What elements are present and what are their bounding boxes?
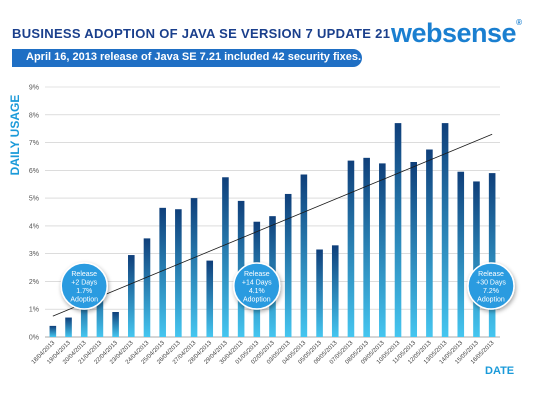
subtitle-banner: April 16, 2013 release of Java SE 7.21 i… (12, 49, 362, 67)
bar (379, 163, 386, 337)
bars (49, 123, 496, 337)
trendline-layer (52, 133, 493, 317)
y-tick-label: 4% (29, 223, 39, 230)
bar (175, 209, 182, 337)
websense-logo: websense® (391, 18, 522, 49)
chart-title: BUSINESS ADOPTION OF JAVA SE VERSION 7 U… (12, 26, 391, 41)
bar (284, 193, 292, 337)
bar (65, 317, 72, 337)
callout-text: Adoption (477, 296, 505, 303)
bar (143, 238, 151, 337)
y-axis-ticks: 0% 1% 2% 3% 4% 5% 6% 7% 8% 9% (29, 85, 39, 342)
bar (426, 149, 433, 337)
bar (159, 207, 166, 337)
callout-circle (233, 262, 281, 310)
y-tick-label: 9% (29, 85, 39, 92)
y-tick-label: 2% (29, 279, 39, 286)
logo-registered-mark: ® (516, 18, 522, 27)
bar (127, 255, 135, 337)
bar (473, 181, 480, 337)
callout-text: 7.2% (483, 288, 499, 295)
callout-text: Adoption (243, 296, 271, 303)
callout-circle (60, 262, 108, 310)
y-tick-label: 1% (29, 307, 39, 314)
bar (331, 245, 339, 337)
bar (49, 325, 57, 337)
bar (96, 275, 104, 337)
bar (190, 198, 198, 337)
bar (410, 162, 418, 337)
bar (80, 289, 88, 337)
bar (300, 174, 308, 337)
callout-circle (467, 262, 515, 310)
y-tick-label: 0% (29, 335, 39, 342)
bar (441, 123, 449, 337)
callout-text: Release (478, 271, 504, 278)
y-tick-label: 5% (29, 196, 39, 203)
callout-text: +2 Days (71, 279, 97, 286)
y-tick-label: 7% (29, 140, 39, 147)
x-axis-title: DATE (485, 365, 514, 377)
bar (316, 249, 323, 337)
bar (112, 312, 119, 337)
callout-text: Release (71, 271, 97, 278)
y-tick-label: 8% (29, 112, 39, 119)
y-axis-title: DAILY USAGE (8, 95, 22, 176)
y-tick-label: 6% (29, 168, 39, 175)
bar (347, 160, 355, 337)
trendline (52, 133, 493, 317)
y-tick-label: 3% (29, 251, 39, 258)
bar (363, 157, 370, 337)
callout-text: Adoption (70, 296, 98, 303)
release-callout: Release+30 Days 7.2%Adoption (467, 262, 515, 310)
callout-text: +14 Days (242, 279, 272, 286)
callout-text: 4.1% (249, 288, 265, 295)
callout-text: Release (244, 271, 270, 278)
bar (206, 260, 214, 337)
bar (394, 123, 402, 337)
callout-text: 1.7% (76, 288, 92, 295)
release-callout: Release+14 Days 4.1%Adoption (233, 262, 281, 310)
subtitle-text: April 16, 2013 release of Java SE 7.21 i… (26, 51, 362, 63)
callout-text: +30 Days (476, 279, 506, 286)
bar (457, 171, 465, 337)
logo-text: websense (391, 18, 517, 48)
release-callout: Release+2 Days 1.7%Adoption (60, 262, 108, 310)
x-axis-ticks: 18/04/201319/04/201320/04/201321/04/2013… (31, 340, 496, 366)
bar (488, 173, 496, 337)
bar (222, 177, 229, 337)
